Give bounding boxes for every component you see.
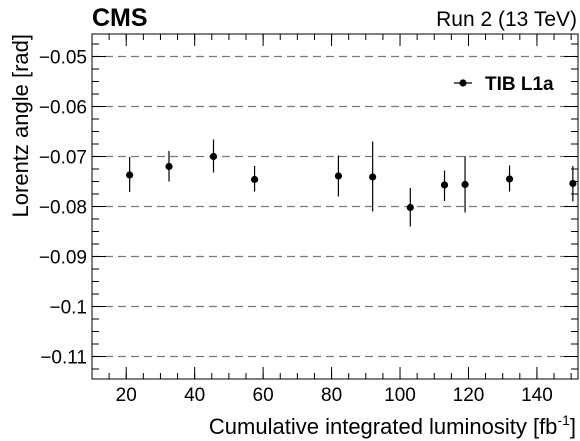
data-point — [461, 180, 469, 189]
data-point — [334, 172, 343, 180]
x-tick-label: 40 — [184, 385, 205, 406]
y-tick-label: −0.07 — [39, 148, 87, 169]
data-point — [165, 162, 173, 171]
x-tick-label: 60 — [253, 385, 274, 406]
x-tick-label: 100 — [384, 385, 416, 406]
x-axis-label-close: ] — [570, 414, 576, 439]
y-tick-label: −0.11 — [40, 348, 87, 369]
y-tick-label: −0.05 — [39, 48, 87, 69]
data-point — [209, 152, 218, 161]
data-point — [440, 181, 449, 189]
data-point — [126, 171, 134, 179]
y-tick-label: −0.1 — [49, 298, 87, 319]
data-point — [250, 175, 259, 184]
x-axis-label-main: Cumulative integrated luminosity [fb — [209, 414, 558, 439]
x-axis-label: Cumulative integrated luminosity [fb-1] — [209, 412, 576, 439]
x-tick-label: 140 — [521, 385, 553, 406]
y-axis: −0.11 −0.1 −0.09 −0.08 −0.07 −0.06 −0.05 — [39, 43, 578, 370]
data-point — [505, 175, 514, 183]
legend-label: TIB L1a — [485, 74, 554, 95]
y-tick-label: −0.09 — [39, 248, 87, 269]
x-axis: 20 40 60 80 100 120 140 — [91, 34, 572, 406]
x-axis-label-sup: -1 — [557, 412, 570, 428]
run-label: Run 2 (13 TeV) — [436, 8, 577, 31]
y-axis-label: Lorentz angle [rad] — [8, 34, 33, 217]
data-series — [126, 139, 577, 227]
data-point — [406, 203, 414, 212]
legend-marker — [459, 79, 467, 87]
x-tick-label: 120 — [453, 385, 485, 406]
grid-lines — [92, 55, 578, 358]
x-tick-label: 80 — [321, 385, 342, 406]
y-tick-label: −0.06 — [39, 98, 87, 119]
data-point — [569, 179, 577, 188]
x-tick-label: 20 — [116, 385, 137, 406]
y-tick-label: −0.08 — [39, 198, 87, 219]
experiment-label: CMS — [92, 4, 148, 32]
data-point — [369, 173, 377, 181]
legend: TIB L1a — [454, 74, 554, 95]
